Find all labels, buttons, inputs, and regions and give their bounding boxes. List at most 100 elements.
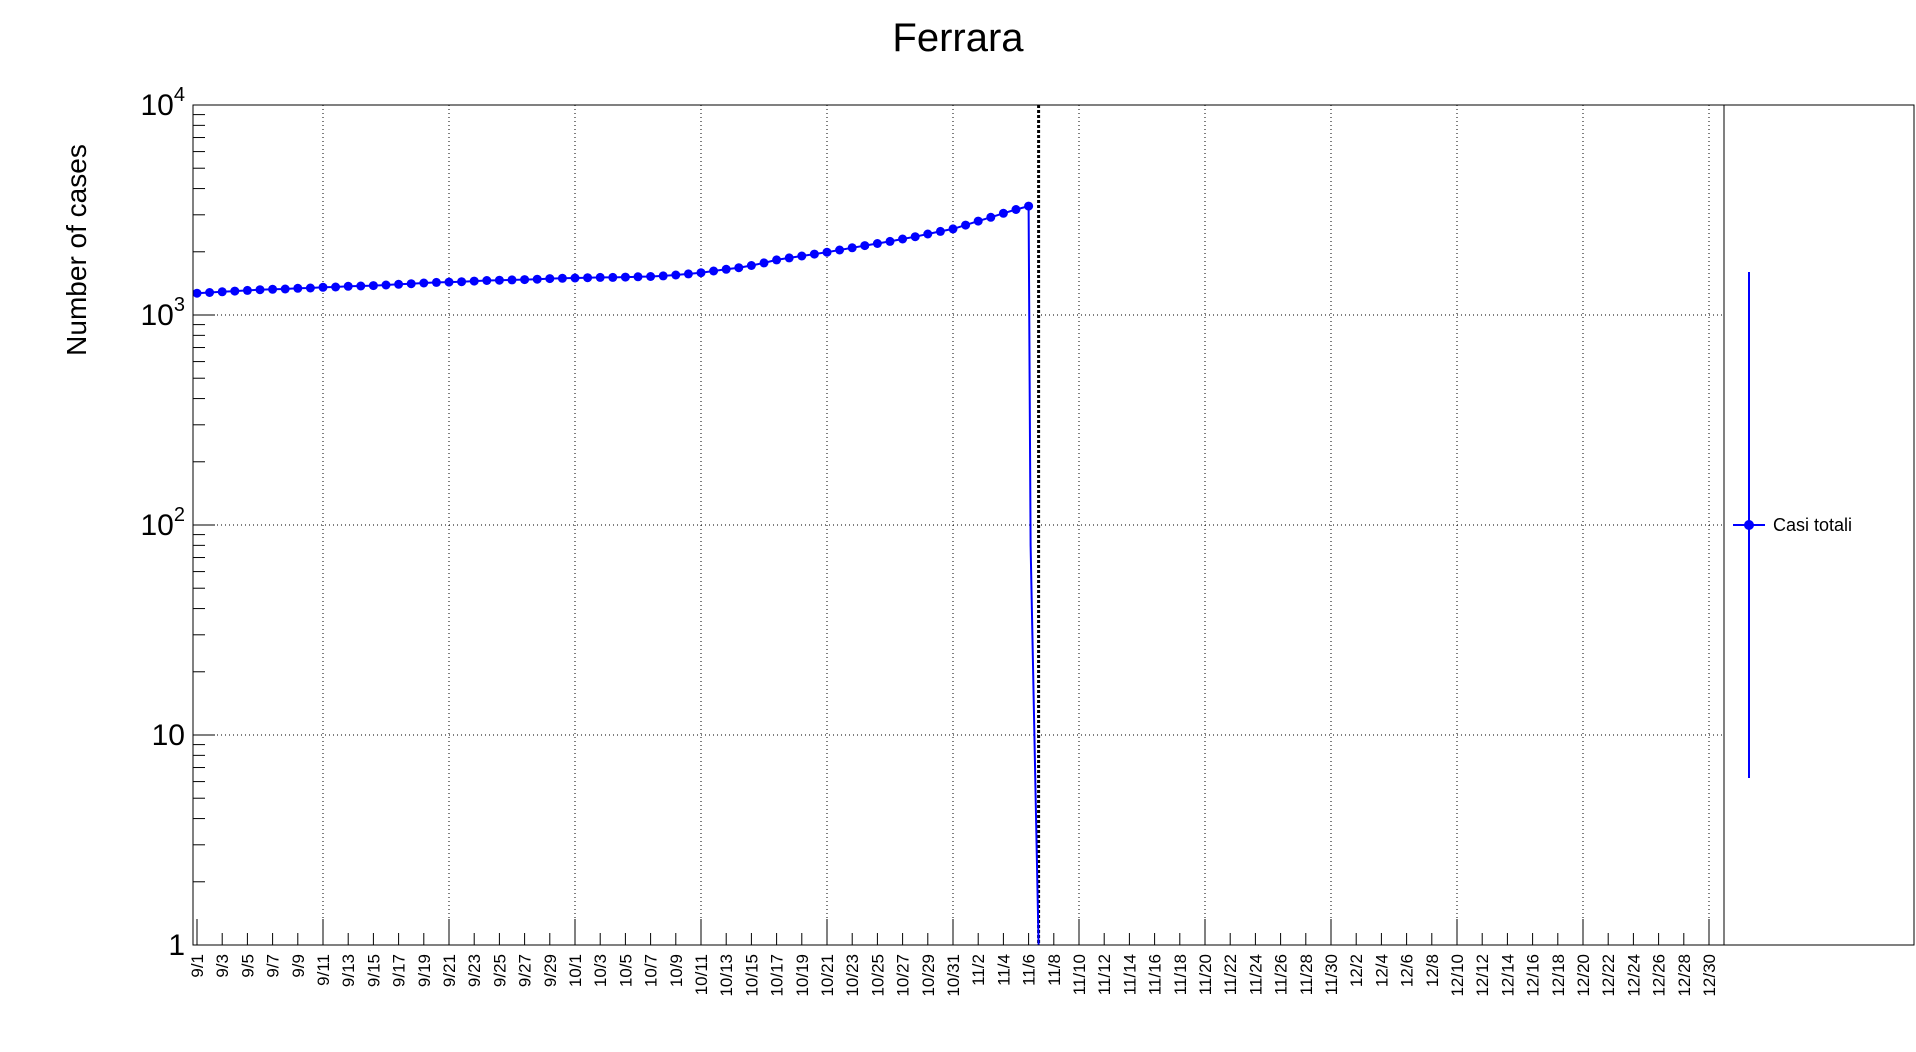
data-point — [431, 277, 441, 287]
x-tick-label: 11/4 — [994, 954, 1013, 986]
data-point — [217, 287, 227, 297]
data-point — [557, 273, 567, 283]
plot-frame — [192, 104, 1725, 946]
x-tick-label: 12/12 — [1473, 954, 1492, 997]
x-tick-label: 11/16 — [1146, 954, 1165, 995]
x-tick-label: 11/2 — [969, 954, 988, 986]
data-point — [746, 261, 756, 270]
x-tick-label: 11/12 — [1095, 954, 1114, 995]
data-point — [280, 284, 290, 294]
data-point — [885, 236, 895, 246]
data-point — [809, 249, 819, 259]
data-point — [898, 234, 908, 244]
x-tick-label: 12/4 — [1372, 954, 1391, 987]
data-point — [356, 281, 366, 291]
x-tick-label: 10/31 — [944, 954, 963, 997]
x-tick-label: 10/21 — [818, 954, 837, 997]
x-tick-label: 10/29 — [919, 954, 938, 997]
x-tick-label: 12/26 — [1650, 954, 1669, 997]
data-point — [381, 280, 391, 290]
data-point — [608, 272, 618, 282]
data-point — [305, 283, 315, 293]
x-tick-label: 9/7 — [264, 954, 283, 978]
data-point — [595, 272, 605, 282]
series-casi-totali — [192, 201, 1040, 946]
x-tick-label: 11/28 — [1297, 954, 1316, 995]
data-point — [583, 273, 593, 283]
x-tick-label: 12/20 — [1574, 954, 1593, 997]
x-tick-label: 10/17 — [768, 954, 787, 997]
data-point — [331, 282, 341, 292]
data-point — [1024, 201, 1034, 211]
data-point — [482, 276, 492, 285]
data-point — [847, 243, 857, 253]
y-axis-label: Number of cases — [61, 144, 92, 356]
data-point — [784, 253, 794, 263]
grid-lines — [193, 105, 1724, 945]
data-point — [683, 269, 693, 279]
data-point — [671, 270, 681, 280]
data-point — [570, 273, 580, 283]
x-tick-label: 11/24 — [1246, 954, 1265, 995]
data-point — [255, 285, 265, 295]
data-point — [797, 251, 807, 261]
x-tick-label: 9/27 — [516, 954, 535, 987]
x-tick-label: 10/1 — [566, 954, 585, 987]
data-point — [961, 220, 971, 230]
data-point — [721, 264, 731, 274]
x-tick-label: 9/11 — [314, 954, 333, 986]
x-tick-label: 9/29 — [541, 954, 560, 987]
x-tick-label: 11/6 — [1020, 954, 1039, 986]
x-tick-label: 11/8 — [1045, 954, 1064, 986]
y-axis: 1 10 102 103 104 — [141, 84, 215, 962]
x-tick-label: 9/5 — [238, 954, 257, 978]
x-tick-label: 9/23 — [465, 954, 484, 987]
data-point — [268, 284, 278, 294]
x-tick-label: 9/21 — [440, 954, 459, 987]
data-point — [835, 245, 845, 255]
data-point — [545, 274, 555, 284]
data-point — [973, 216, 983, 226]
x-tick-label: 10/11 — [692, 954, 711, 995]
y-tick-label: 103 — [141, 294, 186, 332]
x-tick-label: 9/9 — [289, 954, 308, 978]
data-point — [923, 229, 933, 239]
x-tick-label: 11/22 — [1221, 954, 1240, 995]
x-tick-label: 10/27 — [894, 954, 913, 997]
data-point — [696, 268, 706, 278]
data-point — [242, 285, 252, 295]
x-tick-label: 11/14 — [1120, 954, 1139, 995]
data-point — [293, 283, 303, 293]
x-tick-label: 10/23 — [843, 954, 862, 997]
data-point — [935, 226, 945, 236]
data-point — [444, 277, 454, 287]
x-tick-label: 12/24 — [1624, 954, 1643, 997]
data-point — [507, 275, 517, 285]
x-tick-label: 12/8 — [1423, 954, 1442, 987]
x-tick-label: 10/13 — [717, 954, 736, 997]
x-tick-label: 12/14 — [1498, 954, 1517, 997]
x-tick-label: 11/20 — [1196, 954, 1215, 995]
data-point — [406, 279, 416, 289]
x-tick-label: 9/17 — [390, 954, 409, 987]
x-tick-label: 11/10 — [1070, 954, 1089, 995]
legend-label: Casi totali — [1773, 515, 1852, 535]
data-point — [205, 288, 215, 297]
data-point — [532, 274, 542, 284]
data-point — [520, 275, 530, 285]
data-point — [709, 266, 719, 276]
x-tick-label: 10/3 — [591, 954, 610, 987]
data-point — [910, 232, 920, 242]
x-tick-label: 12/30 — [1700, 954, 1719, 997]
chart-title: Ferrara — [892, 16, 1024, 60]
data-point — [620, 272, 630, 282]
x-tick-label: 9/3 — [213, 954, 232, 978]
data-point — [633, 272, 643, 282]
data-point — [872, 239, 882, 248]
data-point — [368, 281, 378, 291]
data-point — [998, 208, 1008, 218]
x-tick-label: 9/19 — [415, 954, 434, 987]
data-point — [457, 277, 467, 287]
x-tick-label: 9/15 — [364, 954, 383, 987]
y-tick-label: 10 — [152, 719, 185, 752]
